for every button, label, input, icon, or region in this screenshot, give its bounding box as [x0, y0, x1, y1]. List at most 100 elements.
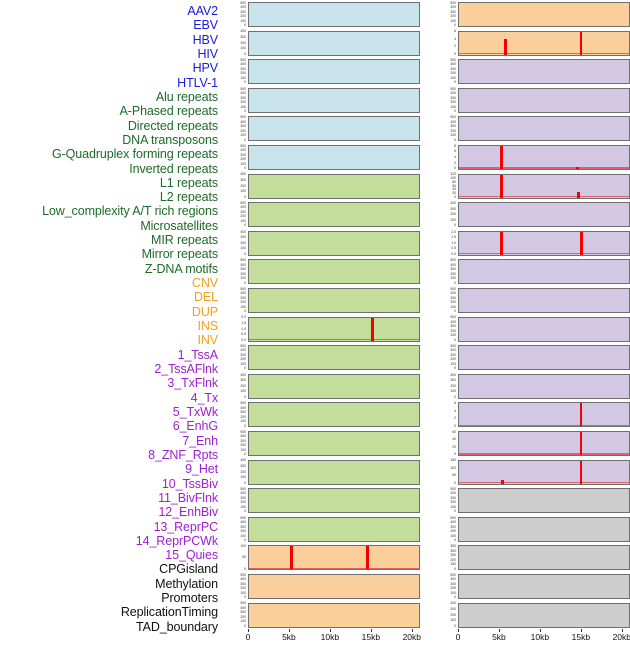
track-panel [248, 259, 420, 285]
track-label: 8_ZNF_Rpts [148, 447, 218, 462]
y-tick-label: 500 [240, 344, 246, 348]
track-label: DNA transposons [122, 132, 218, 147]
y-tick-label: 100 [450, 176, 456, 181]
track-panel-row: 0 100 200 300 400 500 [439, 58, 630, 85]
y-tick-label: 200 [240, 586, 246, 591]
y-tick-label: 500 [240, 143, 246, 148]
track-panel [248, 30, 420, 56]
track-panel [248, 516, 420, 542]
y-tick-label: 100 [240, 276, 246, 281]
y-tick-label: 40 [452, 437, 456, 442]
y-tick-label: 300 [450, 524, 456, 529]
track-panel-row: 0 20 40 60 80 100 120 [439, 172, 630, 199]
track-label: 3_TxFlnk [167, 376, 218, 391]
y-tick-label: 200 [450, 529, 456, 534]
y-axis-ticks: 0 100 200 300 400 [229, 373, 247, 400]
track-panel-row: 0 100 200 300 400 500 [229, 573, 420, 599]
track-panel [248, 545, 420, 571]
y-tick-label: 0 [244, 223, 246, 228]
y-axis-ticks: 0 100 200 300 400 500 [229, 1, 247, 27]
y-tick-label: 0 [454, 395, 456, 400]
y-tick-label: 500 [240, 429, 246, 434]
track-panel [248, 602, 420, 628]
y-tick-label: 150 [450, 562, 456, 567]
signal-spike [580, 231, 584, 255]
track-panel-row: 0 2 4 6 [439, 29, 630, 56]
track-label: L2 repeats [159, 190, 218, 205]
track-panel-row: 0 100 200 300 400 500 [439, 487, 630, 514]
y-tick-label: 0 [454, 509, 456, 514]
y-tick-label: 4 [454, 408, 456, 413]
y-tick-label: 100 [240, 246, 246, 251]
track-label: 12_EnhBiv [158, 505, 218, 520]
y-tick-label: 200 [240, 500, 246, 505]
y-tick-label: 300 [240, 410, 246, 415]
y-tick-label: 120 [450, 172, 456, 177]
y-tick-label: 0 [454, 23, 456, 28]
track-panel [458, 574, 630, 599]
y-tick-label: 60 [452, 429, 456, 434]
track-panel-row: 0 100 200 300 400 [439, 201, 630, 227]
signal-spike [371, 317, 374, 341]
track-label: 10_TssBiv [161, 476, 218, 491]
track-panel [458, 459, 630, 485]
track-panel [248, 488, 420, 514]
y-tick-label: 300 [240, 295, 246, 300]
y-tick-label: 0 [454, 109, 456, 114]
track-label: DUP [191, 304, 218, 319]
y-tick-label: 300 [240, 209, 246, 214]
track-panel [458, 259, 630, 285]
x-tick-label: 5kb [492, 632, 506, 643]
y-tick-label: 0 [454, 137, 456, 142]
y-tick-label: 200 [240, 300, 246, 305]
track-label: HTLV-1 [177, 75, 218, 90]
y-tick-label: 100 [450, 618, 456, 623]
y-tick-label: 400 [240, 119, 246, 124]
track-panel [458, 288, 630, 313]
signal-baseline [459, 481, 629, 484]
track-panel [458, 59, 630, 85]
y-tick-label: 200 [240, 157, 246, 162]
y-tick-label: 300 [240, 95, 246, 100]
y-tick-label: 100 [240, 544, 246, 549]
y-tick-label: 0 [244, 566, 246, 571]
track-panel [248, 145, 420, 170]
y-tick-label: 300 [450, 206, 456, 211]
y-tick-label: 0 [454, 194, 456, 199]
signal-baseline [459, 167, 629, 169]
y-tick-label: 0 [244, 395, 246, 400]
y-tick-label: 400 [450, 262, 456, 267]
track-panel-row: 0 100 200 300 400 500 [439, 1, 630, 28]
track-panel [248, 202, 420, 228]
y-tick-label: 4 [454, 36, 456, 41]
y-tick-label: 0 [244, 538, 246, 543]
y-tick-label: 200 [450, 500, 456, 505]
signal-spike [501, 479, 504, 484]
signal-baseline [459, 252, 629, 255]
y-axis-ticks: 0 100 200 300 400 500 [439, 258, 457, 284]
y-tick-label: 100 [240, 590, 246, 595]
track-panel-row: 0 100 200 300 400 500 [229, 287, 420, 313]
y-axis-ticks: 0 100 200 300 400 500 [439, 315, 457, 341]
y-tick-label: 0 [454, 538, 456, 543]
signal-baseline [459, 52, 629, 55]
y-tick-label: 0 [454, 366, 456, 371]
track-panel-row: 0 100 200 300 400 [229, 172, 420, 199]
track-label: 7_Enh [182, 433, 218, 448]
y-tick-label: 500 [240, 115, 246, 120]
y-tick-label: 100 [450, 133, 456, 138]
y-tick-label: 0.0 [451, 252, 456, 257]
y-tick-label: 200 [240, 240, 246, 245]
x-axis-right: 0 5kb 10kb 15kb 20kb [456, 629, 630, 645]
y-tick-label: 400 [450, 5, 456, 10]
x-tick-label: 10kb [530, 632, 550, 643]
y-tick-label: 500 [240, 487, 246, 491]
y-axis-ticks: 0 100 200 300 400 [439, 201, 457, 227]
y-tick-label: 300 [450, 9, 456, 14]
y-tick-label: 300 [450, 324, 456, 329]
y-tick-label: 100 [240, 104, 246, 109]
y-tick-label: 0 [244, 166, 246, 171]
y-tick-label: 200 [450, 100, 456, 105]
track-panel [458, 431, 630, 456]
y-tick-label: 100 [240, 75, 246, 80]
